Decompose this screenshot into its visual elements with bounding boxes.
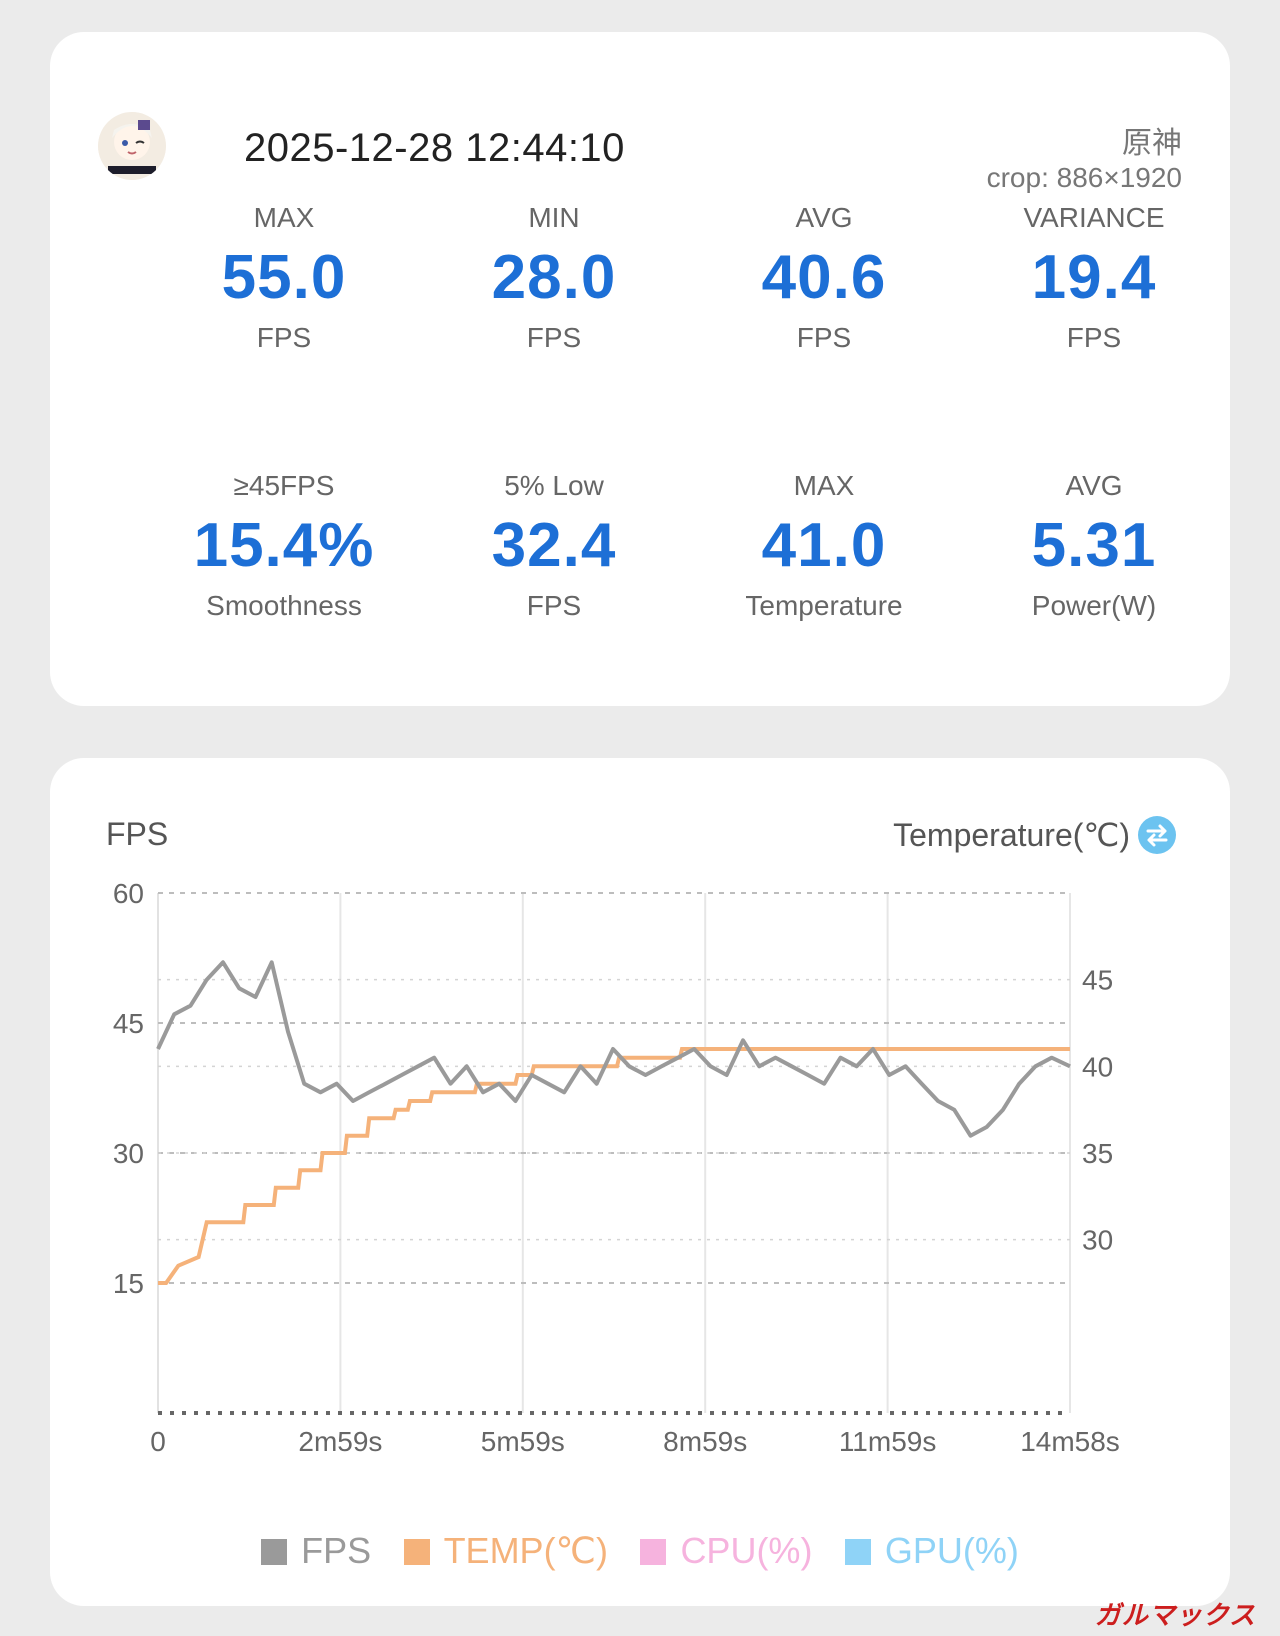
stat-unit: FPS <box>526 590 582 621</box>
legend-swatch-fps <box>261 1539 288 1565</box>
stat-label: AVG <box>795 202 853 233</box>
crop-resolution: crop: 886×1920 <box>986 162 1182 193</box>
game-avatar <box>98 112 166 180</box>
y-left-tick-label: 30 <box>113 1138 144 1169</box>
y-right-tick-label: 35 <box>1082 1138 1113 1169</box>
stat-max-temperature: MAX 41.0 Temperature <box>689 466 959 626</box>
x-tick-label: 8m59s <box>663 1426 747 1457</box>
y-left-tick-label: 60 <box>113 878 144 909</box>
y-right-tick-label: 30 <box>1082 1225 1113 1256</box>
temperature-axis-title: Temperature(℃) <box>893 817 1130 853</box>
swap-icon[interactable] <box>1138 816 1176 854</box>
legend-swatch-cpu <box>640 1539 667 1565</box>
stat-max-fps: MAX 55.0 FPS <box>149 198 419 358</box>
stat-label: ≥45FPS <box>233 470 335 501</box>
fps-axis-title: FPS <box>106 816 169 852</box>
y-left-tick-label: 45 <box>113 1008 144 1039</box>
stat-variance: VARIANCE 19.4 FPS <box>959 198 1229 358</box>
legend-label: GPU(%) <box>884 1530 1019 1571</box>
watermark-logo: ガルマックス <box>1094 1600 1256 1630</box>
session-header: 2025-12-28 12:44:10 原神 crop: 886×1920 <box>98 80 1182 210</box>
stat-label: MAX <box>793 470 855 501</box>
stat-label: MIN <box>528 202 580 233</box>
fps-series-line <box>156 960 1071 1138</box>
stat-value: 40.6 <box>761 243 887 312</box>
stat-value: 55.0 <box>221 243 347 312</box>
stat-unit: FPS <box>526 322 582 353</box>
x-tick-label: 0 <box>150 1426 166 1457</box>
stat-5pct-low: 5% Low 32.4 FPS <box>419 466 689 626</box>
stat-smoothness: ≥45FPS 15.4% Smoothness <box>149 466 419 626</box>
legend-item-fps[interactable]: FPS <box>261 1530 371 1572</box>
y-left-tick-label: 15 <box>113 1268 144 1299</box>
summary-card: 2025-12-28 12:44:10 原神 crop: 886×1920 MA… <box>50 32 1230 706</box>
chart-card: FPS Temperature(℃) 0 2m59s 5m59s 8m59s 11m59… <box>50 758 1230 1606</box>
stat-avg-power: AVG 5.31 Power(W) <box>959 466 1229 626</box>
chart-legend: FPS TEMP(℃) CPU(%) GPU(%) <box>50 1530 1230 1572</box>
x-tick-label: 14m58s <box>1020 1426 1120 1457</box>
legend-label: CPU(%) <box>680 1530 813 1571</box>
stat-min-fps: MIN 28.0 FPS <box>419 198 689 358</box>
y-right-tick-label: 45 <box>1082 965 1113 996</box>
stat-unit: Power(W) <box>1031 590 1157 621</box>
app-name: 原神 <box>1122 127 1182 160</box>
session-timestamp: 2025-12-28 12:44:10 <box>244 126 625 170</box>
stat-value: 19.4 <box>1031 243 1157 312</box>
y-right-tick-label: 40 <box>1082 1051 1113 1082</box>
x-tick-label: 2m59s <box>298 1426 382 1457</box>
temp-series-line <box>158 1047 1070 1285</box>
stat-label: AVG <box>1065 470 1123 501</box>
stat-unit: FPS <box>1066 322 1122 353</box>
stat-avg-fps: AVG 40.6 FPS <box>689 198 959 358</box>
legend-swatch-temp <box>403 1539 430 1565</box>
legend-label: FPS <box>301 1530 372 1571</box>
legend-label: TEMP(℃) <box>443 1530 608 1571</box>
legend-swatch-gpu <box>844 1539 871 1565</box>
stat-value: 32.4 <box>491 511 617 580</box>
stat-unit: Temperature <box>745 590 903 621</box>
x-tick-label: 5m59s <box>481 1426 565 1457</box>
legend-item-cpu[interactable]: CPU(%) <box>640 1530 812 1572</box>
stat-value: 41.0 <box>761 511 887 580</box>
stat-value: 15.4% <box>193 511 375 580</box>
stat-unit: FPS <box>256 322 312 353</box>
stat-value: 5.31 <box>1031 511 1157 580</box>
stat-value: 28.0 <box>491 243 617 312</box>
x-tick-label: 11m59s <box>839 1426 937 1457</box>
legend-item-temp[interactable]: TEMP(℃) <box>403 1530 608 1572</box>
stat-unit: FPS <box>796 322 852 353</box>
fps-temperature-chart: 0 2m59s 5m59s 8m59s 11m59s 14m58s 60 45 30 15 45 40… <box>113 878 1120 1457</box>
stat-unit: Smoothness <box>206 590 362 621</box>
legend-item-gpu[interactable]: GPU(%) <box>844 1530 1019 1572</box>
stat-label: MAX <box>253 202 315 233</box>
stat-label: 5% Low <box>504 470 604 501</box>
stat-label: VARIANCE <box>1023 202 1165 233</box>
